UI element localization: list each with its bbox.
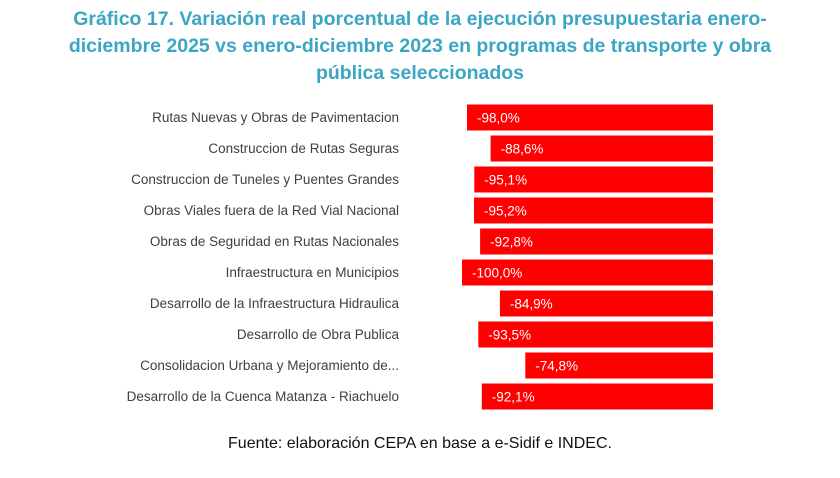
category-label: Desarrollo de Obra Publica <box>237 327 400 342</box>
category-label: Desarrollo de la Cuenca Matanza - Riachu… <box>127 389 399 404</box>
data-label: -84,9% <box>510 297 553 312</box>
data-label: -92,8% <box>490 235 533 250</box>
source-note: Fuente: elaboración CEPA en base a e-Sid… <box>228 435 612 452</box>
bar <box>462 259 713 286</box>
bar <box>525 352 713 379</box>
chart-title: Gráfico 17. Variación real porcentual de… <box>0 6 840 87</box>
category-label: Infraestructura en Municipios <box>226 265 400 280</box>
category-label: Construccion de Tuneles y Puentes Grande… <box>131 172 399 187</box>
data-label: -98,0% <box>477 111 520 126</box>
data-label: -95,1% <box>484 173 527 188</box>
bar <box>478 321 713 348</box>
data-label: -93,5% <box>488 328 531 343</box>
category-label: Obras de Seguridad en Rutas Nacionales <box>150 234 399 249</box>
data-label: -88,6% <box>501 142 544 157</box>
category-label: Construccion de Rutas Seguras <box>208 141 399 156</box>
bar <box>467 104 713 131</box>
bar <box>499 290 713 317</box>
chart-title-line-3: pública seleccionados <box>315 62 525 84</box>
data-label: -74,8% <box>535 359 578 374</box>
bar <box>474 166 713 193</box>
category-label: Rutas Nuevas y Obras de Pavimentacion <box>152 110 399 125</box>
data-label: -95,2% <box>484 204 527 219</box>
data-label: -92,1% <box>492 390 535 405</box>
bar <box>490 135 713 162</box>
category-label: Obras Viales fuera de la Red Vial Nacion… <box>144 203 399 218</box>
bar <box>481 383 713 410</box>
data-label: -100,0% <box>472 266 522 281</box>
chart-title-line-1: Gráfico 17. Variación real porcentual de… <box>73 8 767 30</box>
category-label: Desarrollo de la Infraestructura Hidraul… <box>150 296 400 311</box>
category-label: Consolidacion Urbana y Mejoramiento de..… <box>140 358 399 373</box>
bar <box>480 228 713 255</box>
chart-title-line-2: diciembre 2025 vs enero-diciembre 2023 e… <box>68 35 772 57</box>
bar <box>474 197 713 224</box>
